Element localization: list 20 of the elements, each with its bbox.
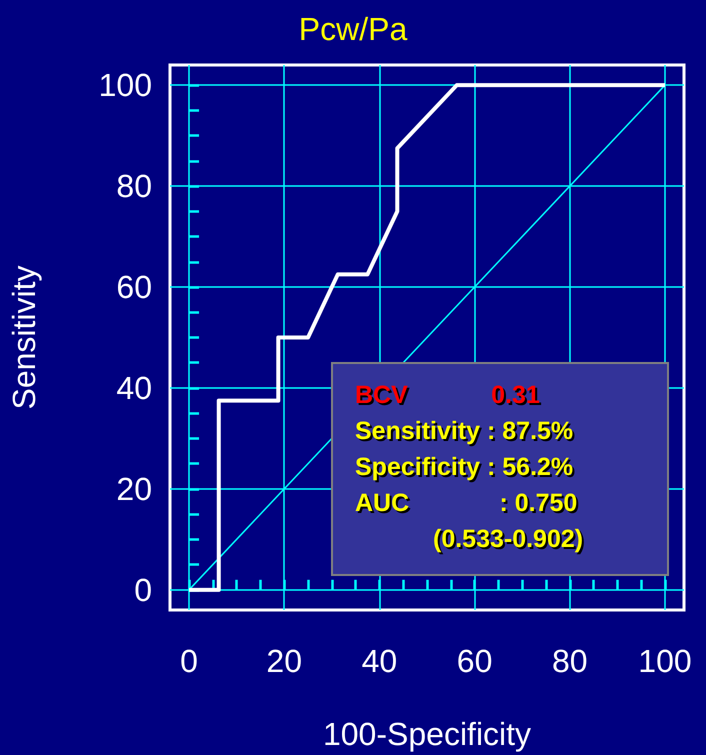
annotation: AUC : 0.750 (355, 488, 578, 518)
x-tick-label: 60 (456, 643, 492, 679)
annotation: Specificity : 56.2% (355, 452, 574, 482)
annotation: (0.533-0.902) (433, 524, 584, 554)
y-axis-title: Sensitivity (6, 265, 42, 410)
y-tick-label: 40 (116, 370, 152, 406)
x-tick-label: 0 (180, 643, 198, 679)
annotation: Sensitivity : 87.5% (355, 416, 574, 446)
x-axis-title: 100-Specificity (322, 716, 532, 752)
x-tick-label: 80 (552, 643, 588, 679)
chart-title: Pcw/Pa (298, 11, 408, 47)
y-tick-label: 0 (134, 572, 152, 608)
y-tick-label: 60 (116, 269, 152, 306)
y-tick-label: 100 (98, 67, 152, 104)
annotation: BCV 0.31 (355, 380, 540, 410)
x-tick-label: 20 (266, 643, 302, 679)
y-tick-label: 20 (116, 470, 152, 507)
x-tick-label: 40 (362, 643, 398, 679)
x-tick-label: 100 (638, 643, 692, 679)
y-tick-label: 80 (116, 168, 152, 204)
